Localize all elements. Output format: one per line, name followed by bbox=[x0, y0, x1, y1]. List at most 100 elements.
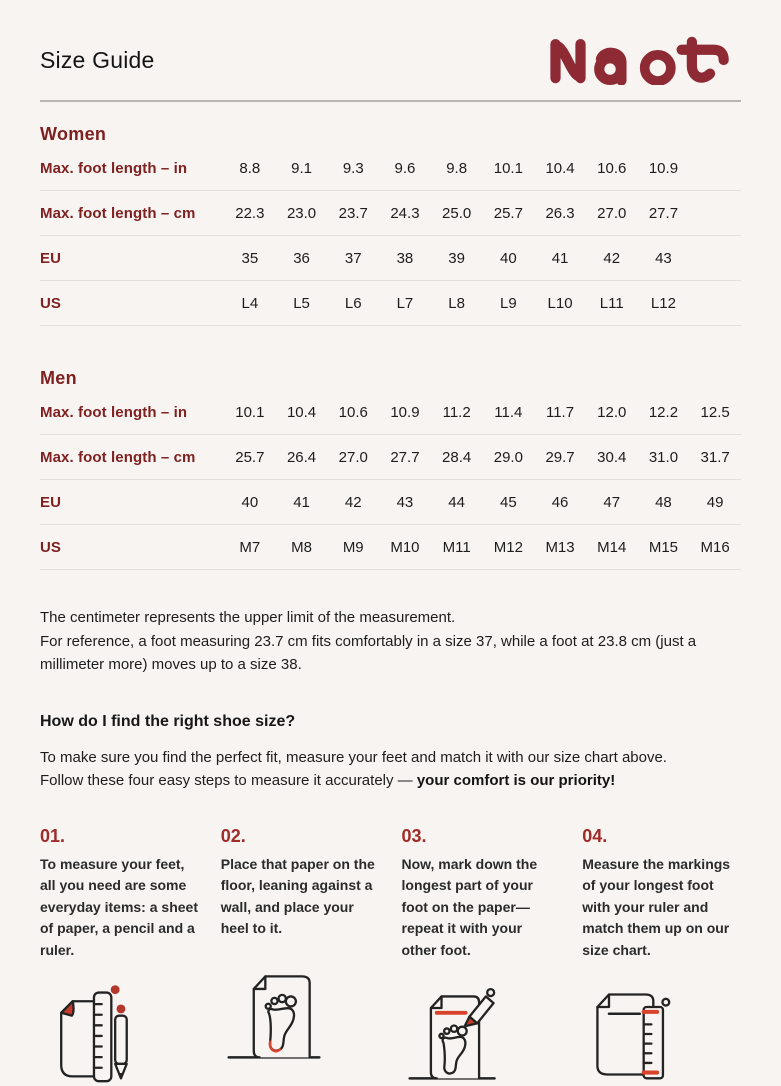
size-value: 43 bbox=[396, 493, 414, 511]
size-value: 10.1 bbox=[493, 159, 523, 177]
step-number: 04. bbox=[582, 825, 608, 846]
how-to-intro-text: To make sure you find the perfect fit, m… bbox=[40, 748, 667, 789]
size-value: 46 bbox=[551, 493, 569, 511]
size-value: 11.7 bbox=[545, 403, 575, 421]
size-value: 49 bbox=[706, 493, 724, 511]
measure-markings-ruler-icon bbox=[596, 993, 671, 1080]
naot-logo-icon bbox=[550, 36, 729, 86]
size-value: 45 bbox=[500, 493, 517, 511]
header-divider bbox=[40, 100, 741, 102]
size-value: 42 bbox=[603, 249, 621, 267]
size-value: 39 bbox=[448, 249, 465, 267]
size-value: 48 bbox=[655, 493, 672, 511]
step-text: Now, mark down the longest part of your … bbox=[401, 855, 538, 958]
step-icon-wrap bbox=[402, 981, 561, 1086]
size-value: 27.7 bbox=[648, 204, 679, 222]
men-rows: Max. foot length – in 10.1 10.4 10.6 10.9 11.… bbox=[40, 390, 741, 570]
paper-footprint-floor-icon bbox=[227, 974, 321, 1059]
size-row: US L4 L5 L6 L7 L8 L9 L10 L11 L12 bbox=[40, 281, 741, 326]
size-value: 41 bbox=[551, 249, 569, 267]
brand-logo bbox=[545, 35, 741, 86]
size-value: 11.2 bbox=[442, 403, 471, 421]
size-value: 29.7 bbox=[545, 448, 575, 466]
header: Size Guide bbox=[40, 35, 741, 86]
row-label: EU bbox=[40, 493, 62, 511]
size-value: 26.4 bbox=[286, 448, 317, 466]
size-value: L11 bbox=[599, 294, 624, 312]
step-icon-wrap bbox=[40, 981, 199, 1086]
step-text: To measure your feet, all you need are s… bbox=[40, 855, 198, 958]
size-value: 31.0 bbox=[648, 448, 679, 466]
size-value: 8.8 bbox=[239, 159, 261, 177]
size-value: 25.0 bbox=[442, 204, 472, 222]
size-value: 9.8 bbox=[446, 159, 468, 177]
size-value: 25.7 bbox=[235, 448, 265, 466]
size-value: 9.3 bbox=[342, 159, 364, 177]
size-value: 27.0 bbox=[597, 204, 627, 222]
size-value: L12 bbox=[650, 294, 676, 312]
size-row: Max. foot length – cm 25.7 26.4 27.0 27.7 28.… bbox=[40, 435, 741, 480]
size-value: 36 bbox=[293, 249, 310, 267]
size-value: M12 bbox=[493, 538, 523, 556]
size-value: 12.2 bbox=[648, 403, 679, 421]
size-value: 47 bbox=[603, 493, 621, 511]
row-label: Max. foot length – cm bbox=[40, 448, 196, 466]
size-value: 10.9 bbox=[390, 403, 420, 421]
how-to-intro-bold: your comfort is our priority! bbox=[416, 771, 616, 789]
size-value: 27.7 bbox=[390, 448, 420, 466]
paper-ruler-pencil-icon bbox=[60, 985, 128, 1083]
how-to-heading: How do I find the right shoe size? bbox=[40, 712, 296, 730]
size-value: M13 bbox=[545, 538, 575, 556]
size-value: L8 bbox=[448, 294, 465, 312]
women-heading: Women bbox=[40, 124, 107, 144]
size-value: 9.6 bbox=[394, 159, 416, 177]
size-value: 41 bbox=[293, 493, 310, 511]
size-value: 27.0 bbox=[338, 448, 368, 466]
size-value: 12.5 bbox=[700, 403, 730, 421]
note-line: For reference, a foot measuring 23.7 cm … bbox=[40, 632, 697, 674]
size-value: 40 bbox=[241, 493, 259, 511]
size-value: M16 bbox=[700, 538, 730, 556]
size-value: 26.3 bbox=[545, 204, 575, 222]
size-value: 23.0 bbox=[286, 204, 317, 222]
size-value: L7 bbox=[396, 294, 414, 312]
size-row: Max. foot length – cm 22.3 23.0 23.7 24.3 25.… bbox=[40, 191, 741, 236]
size-value: 22.3 bbox=[235, 204, 265, 222]
size-row: EU 40 41 42 43 44 45 46 47 48 49 bbox=[40, 480, 741, 525]
size-value: 10.4 bbox=[545, 159, 575, 177]
size-value: 28.4 bbox=[442, 448, 472, 466]
size-value: 10.1 bbox=[235, 403, 265, 421]
size-row: US M7 M8 M9 M10 M11 M12 M13 M14 M15 M16 bbox=[40, 525, 741, 570]
row-label: Max. foot length – cm bbox=[40, 204, 196, 222]
size-value: L9 bbox=[500, 294, 517, 312]
size-value: 35 bbox=[241, 249, 259, 267]
size-value: 24.3 bbox=[390, 204, 420, 222]
size-value: 31.7 bbox=[700, 448, 730, 466]
size-value: M8 bbox=[291, 538, 312, 556]
size-value: 10.6 bbox=[597, 159, 627, 177]
size-value: 44 bbox=[448, 493, 465, 511]
step-2: 02. Place that paper on the floor, leani… bbox=[221, 825, 380, 1086]
step-number: 01. bbox=[40, 825, 66, 846]
size-value: L6 bbox=[344, 294, 362, 312]
size-value: M9 bbox=[342, 538, 364, 556]
size-value: 25.7 bbox=[493, 204, 523, 222]
size-row: EU 35 36 37 38 39 40 41 42 43 bbox=[40, 236, 741, 281]
mark-foot-with-pencil-icon bbox=[407, 987, 496, 1080]
size-row: Max. foot length – in 8.8 9.1 9.3 9.6 9.8 10.1… bbox=[40, 146, 741, 191]
measurement-notes: The centimeter represents the upper limi… bbox=[40, 606, 741, 677]
row-label: US bbox=[40, 538, 62, 556]
size-value: L5 bbox=[293, 294, 310, 312]
step-text: Measure the markings of your longest foo… bbox=[582, 855, 731, 958]
men-size-table: Men Max. foot length – in 10.1 10.4 10.6 10.… bbox=[40, 366, 741, 570]
size-value: 10.6 bbox=[338, 403, 368, 421]
women-rows: Max. foot length – in 8.8 9.1 9.3 9.6 9.8 10.1… bbox=[40, 146, 741, 326]
women-size-table: Women Max. foot length – in 8.8 9.1 9.3 9.6 9… bbox=[40, 122, 741, 326]
size-value: L4 bbox=[241, 294, 259, 312]
size-value: 10.4 bbox=[286, 403, 317, 421]
step-number: 03. bbox=[401, 825, 427, 846]
step-3: 03. Now, mark down the longest part of y… bbox=[402, 825, 561, 1086]
row-label: US bbox=[40, 294, 62, 312]
size-row: Max. foot length – in 10.1 10.4 10.6 10.9 11.… bbox=[40, 390, 741, 435]
